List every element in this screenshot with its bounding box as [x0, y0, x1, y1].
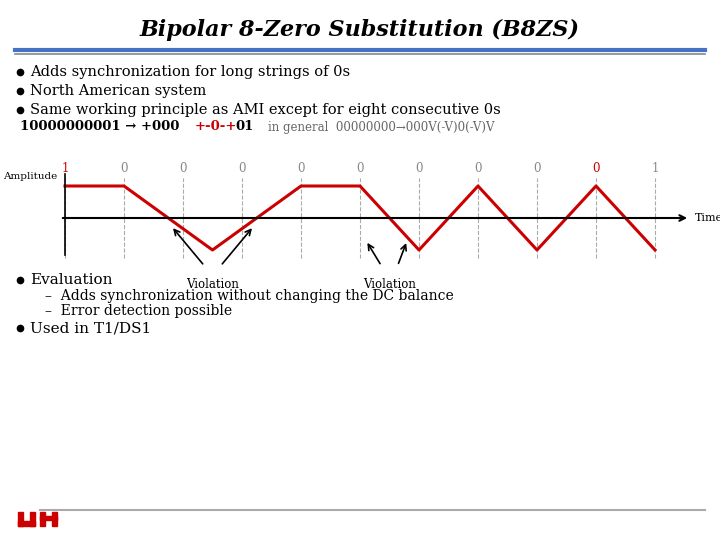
- Text: 0: 0: [593, 161, 600, 174]
- Text: 01: 01: [235, 120, 253, 133]
- Bar: [18, 512, 23, 526]
- Text: Violation: Violation: [363, 278, 416, 291]
- Text: 0: 0: [179, 161, 186, 174]
- Text: 10000000001 → +000: 10000000001 → +000: [20, 120, 179, 133]
- Text: in general  00000000→000V(-V)0(-V)V: in general 00000000→000V(-V)0(-V)V: [268, 120, 495, 133]
- Text: North American system: North American system: [30, 84, 207, 98]
- Bar: [40, 516, 57, 520]
- Text: 0: 0: [238, 161, 246, 174]
- Text: Violation: Violation: [186, 278, 239, 291]
- Text: Evaluation: Evaluation: [30, 273, 112, 287]
- Text: 0: 0: [534, 161, 541, 174]
- Text: Bipolar 8-Zero Substitution (B8ZS): Bipolar 8-Zero Substitution (B8ZS): [140, 19, 580, 41]
- Bar: [30, 512, 35, 526]
- Text: +-0-+: +-0-+: [195, 120, 238, 133]
- Text: 0: 0: [415, 161, 423, 174]
- Text: –  Adds synchronization without changing the DC balance: – Adds synchronization without changing …: [45, 289, 454, 303]
- Text: 1: 1: [652, 161, 659, 174]
- Text: Used in T1/DS1: Used in T1/DS1: [30, 321, 151, 335]
- Bar: [18, 521, 35, 526]
- Text: Adds synchronization for long strings of 0s: Adds synchronization for long strings of…: [30, 65, 350, 79]
- Text: Time: Time: [695, 213, 720, 223]
- Text: Amplitude: Amplitude: [3, 172, 57, 181]
- Text: 0: 0: [297, 161, 305, 174]
- Text: 1: 1: [61, 161, 68, 174]
- Text: Same working principle as AMI except for eight consecutive 0s: Same working principle as AMI except for…: [30, 103, 500, 117]
- Text: 0: 0: [356, 161, 364, 174]
- Bar: [40, 512, 45, 526]
- Bar: [52, 512, 57, 526]
- Text: 0: 0: [120, 161, 127, 174]
- Text: 0: 0: [474, 161, 482, 174]
- Text: –  Error detection possible: – Error detection possible: [45, 304, 232, 318]
